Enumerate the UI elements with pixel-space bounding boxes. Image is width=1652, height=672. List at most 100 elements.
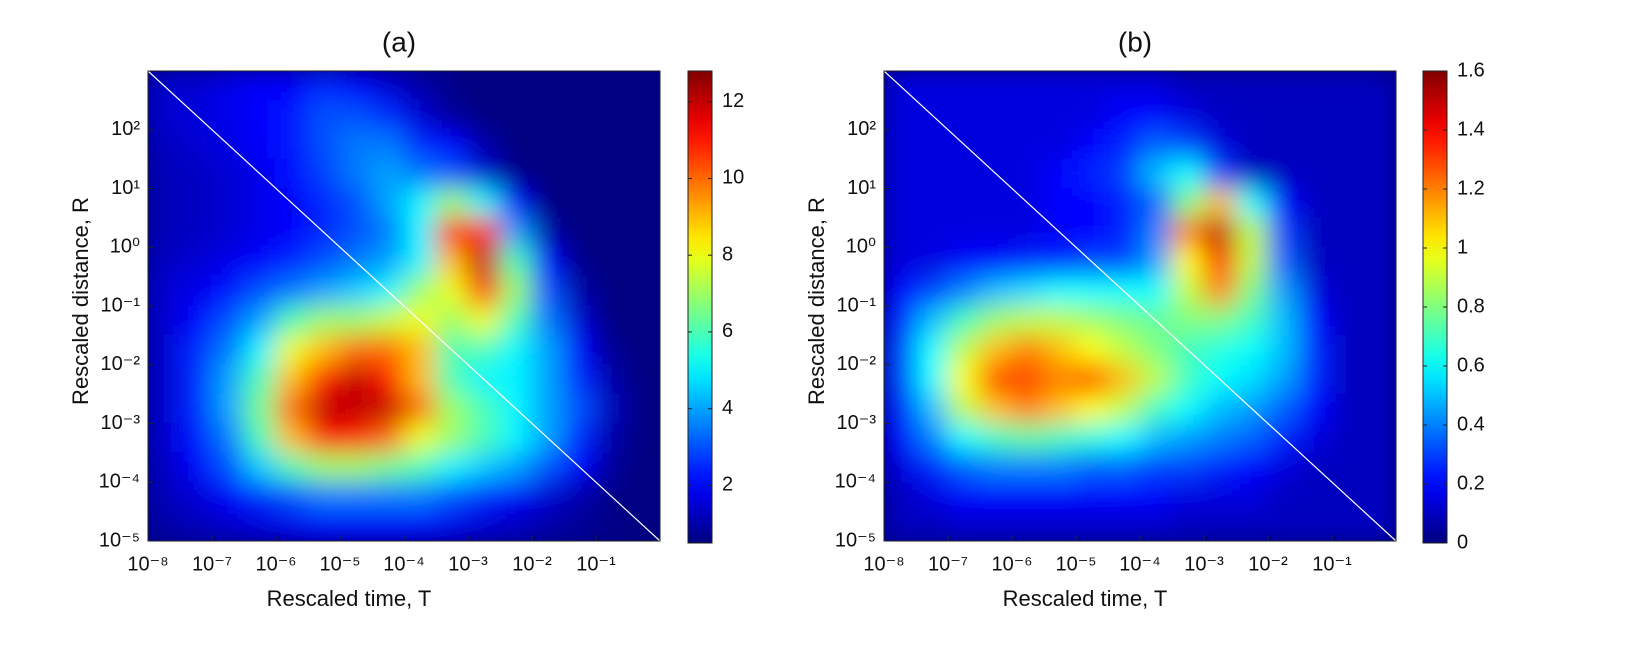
heat-cell (947, 188, 981, 219)
heat-cell (243, 393, 277, 424)
heat-cell (1043, 188, 1077, 219)
heat-cell (1139, 481, 1173, 513)
heat-cell (1203, 71, 1237, 101)
heat-cell (148, 364, 181, 395)
heat-cell (915, 452, 949, 483)
heat-cell (339, 99, 373, 131)
heat-cell (563, 364, 597, 395)
heat-cell (467, 305, 501, 336)
heat-cell (563, 511, 597, 541)
x-tick-label: 10⁻⁷ (192, 553, 232, 575)
heat-cell (243, 188, 277, 219)
colorbar-tick-label: 0.8 (1457, 295, 1485, 317)
heat-cell (595, 393, 629, 424)
heat-cell (339, 334, 373, 366)
heat-cell (148, 246, 181, 278)
heat-cell (979, 305, 1013, 336)
heat-cell (1203, 393, 1237, 424)
heat-cell (467, 393, 501, 424)
heat-cell (1299, 305, 1333, 336)
heat-cell (1267, 481, 1301, 513)
heat-cell (627, 217, 660, 248)
heat-cell (595, 452, 629, 483)
heat-cell (979, 423, 1013, 454)
heat-cell (1331, 393, 1365, 424)
heat-cell (1203, 188, 1237, 219)
heat-cell (307, 276, 341, 307)
colorbar-tick-label: 0.4 (1457, 413, 1485, 435)
plot-area (884, 71, 1396, 541)
heat-cell (339, 129, 373, 160)
heat-cell (148, 393, 181, 424)
heat-cell (979, 246, 1013, 278)
x-axis-label: Rescaled time, T (1003, 586, 1168, 611)
heat-cell (1011, 423, 1045, 454)
heat-cell (531, 99, 565, 131)
heat-cell (1075, 393, 1109, 424)
heat-cell (531, 276, 565, 307)
heat-cell (435, 129, 469, 160)
heat-cell (1363, 334, 1396, 366)
heat-cell (179, 511, 213, 541)
heat-cell (1043, 246, 1077, 278)
heat-cell (1171, 364, 1205, 395)
heat-cell (531, 158, 565, 189)
heat-cell (499, 334, 533, 366)
heat-cell (339, 158, 373, 189)
heat-cell (1235, 305, 1269, 336)
x-tick-label: 10⁻⁵ (1055, 553, 1096, 575)
heat-cell (148, 188, 181, 219)
heat-cell (371, 364, 405, 395)
heat-cell (211, 99, 245, 131)
colorbar-tick-label: 1.6 (1457, 59, 1485, 81)
heat-cell (1107, 423, 1141, 454)
heat-cell (435, 393, 469, 424)
heat-cell (1299, 364, 1333, 395)
heat-cell (915, 188, 949, 219)
heat-cell (371, 217, 405, 248)
y-tick-label: 10⁰ (846, 236, 876, 258)
heat-cell (563, 129, 597, 160)
heat-cell (371, 71, 405, 101)
heat-cell (531, 511, 565, 541)
heat-cell (1043, 452, 1077, 483)
heat-cell (1043, 158, 1077, 189)
heat-cell (947, 364, 981, 395)
heat-cell (627, 423, 660, 454)
y-tick-label: 10⁻¹ (837, 294, 877, 316)
heat-cell (915, 129, 949, 160)
heat-cell (307, 423, 341, 454)
heat-cell (979, 452, 1013, 483)
heat-cell (595, 423, 629, 454)
heat-cell (1363, 158, 1396, 189)
heat-cell (1139, 158, 1173, 189)
heat-cell (884, 99, 917, 131)
heat-cell (1107, 246, 1141, 278)
heat-cell (499, 188, 533, 219)
heat-cell (1139, 452, 1173, 483)
heat-cell (531, 188, 565, 219)
heat-cell (531, 481, 565, 513)
heat-cell (435, 364, 469, 395)
heat-cell (148, 276, 181, 307)
heat-cell (1075, 188, 1109, 219)
heat-cell (1043, 393, 1077, 424)
heat-cell (1203, 99, 1237, 131)
y-tick-label: 10⁻⁵ (835, 529, 876, 551)
heat-cell (1011, 217, 1045, 248)
heat-cell (1331, 334, 1365, 366)
heat-cell (467, 511, 501, 541)
heat-cell (211, 217, 245, 248)
heat-cell (499, 305, 533, 336)
x-tick-label: 10⁻⁵ (319, 553, 360, 575)
heat-cell (403, 364, 437, 395)
heat-cell (1235, 188, 1269, 219)
heat-cell (1267, 71, 1301, 101)
heat-cell (339, 364, 373, 395)
heat-cell (1075, 364, 1109, 395)
heat-cell (1363, 364, 1396, 395)
heat-cell (595, 246, 629, 278)
heat-cell (371, 305, 405, 336)
heat-cell (179, 71, 213, 101)
heat-cell (403, 99, 437, 131)
